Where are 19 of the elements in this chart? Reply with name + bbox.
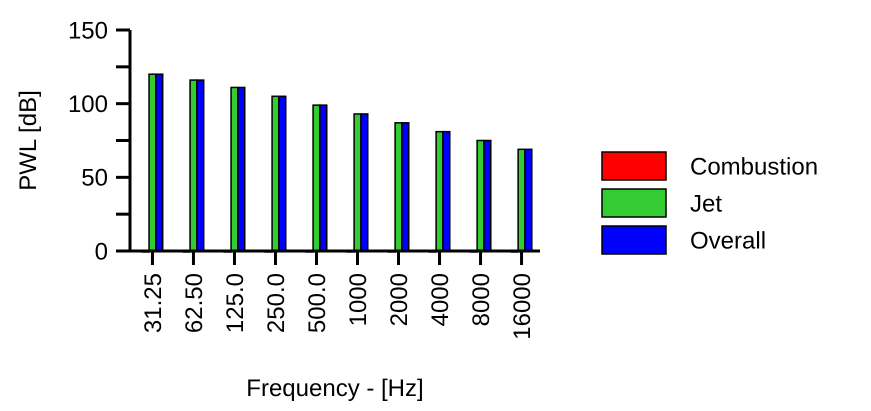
x-tick-label: 4000: [426, 273, 454, 326]
x-axis-title: Frequency - [Hz]: [246, 375, 424, 402]
y-tick-label: 150: [68, 17, 108, 44]
x-tick-label: 125.0: [222, 273, 249, 334]
x-tick-label: 1000: [344, 273, 372, 326]
y-tick-label: 0: [94, 238, 108, 266]
legend-label: Overall: [690, 227, 766, 254]
x-tick-label: 62.50: [180, 273, 208, 334]
y-tick-label: 100: [68, 91, 108, 118]
x-tick-label: 31.25: [140, 273, 167, 334]
x-tick-label: 16000: [508, 273, 536, 340]
y-axis-title: PWL [dB]: [15, 90, 42, 191]
x-tick-label: 250.0: [262, 273, 290, 334]
y-tick-label: 50: [81, 164, 108, 192]
legend-label: Jet: [690, 190, 722, 218]
x-tick-label: 2000: [386, 273, 413, 326]
x-tick-label: 8000: [468, 273, 495, 326]
legend-label: Combustion: [690, 153, 818, 180]
x-tick-label: 500.0: [304, 273, 331, 334]
